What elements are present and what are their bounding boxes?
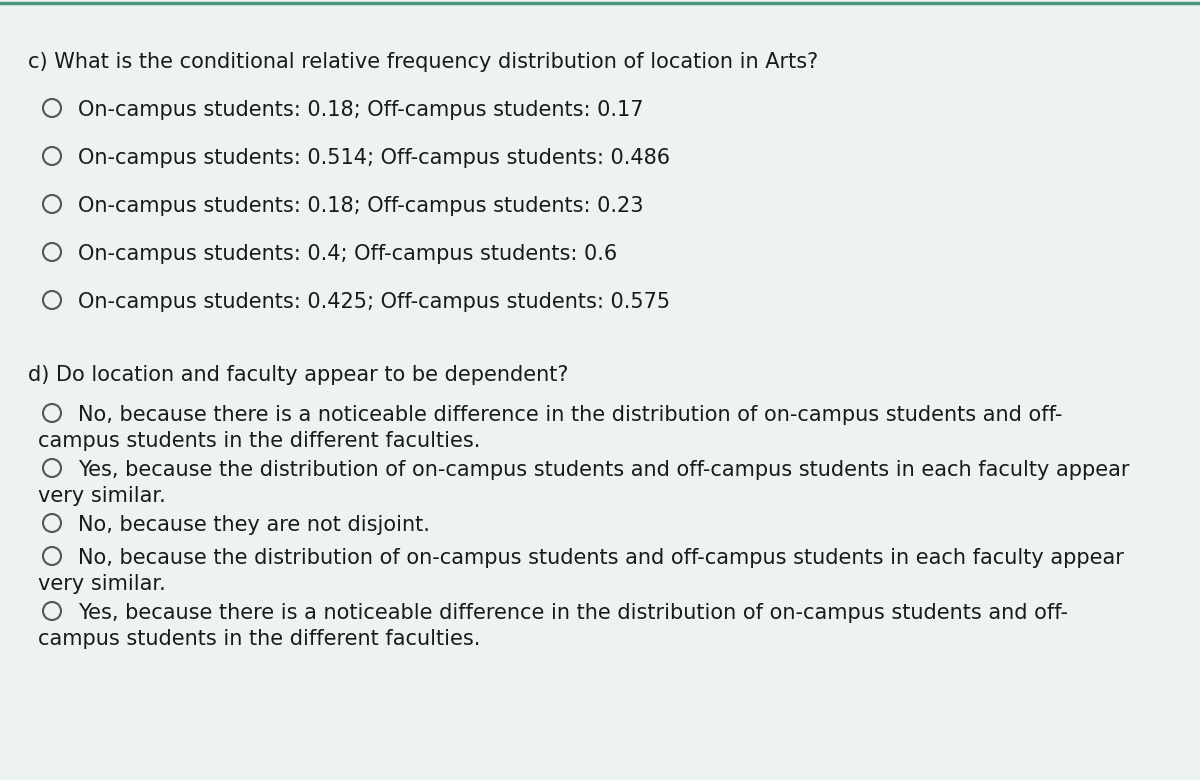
- Text: On-campus students: 0.4; Off-campus students: 0.6: On-campus students: 0.4; Off-campus stud…: [78, 244, 617, 264]
- Text: On-campus students: 0.18; Off-campus students: 0.17: On-campus students: 0.18; Off-campus stu…: [78, 100, 643, 120]
- Text: On-campus students: 0.425; Off-campus students: 0.575: On-campus students: 0.425; Off-campus st…: [78, 292, 670, 312]
- Text: No, because the distribution of on-campus students and off-campus students in ea: No, because the distribution of on-campu…: [78, 548, 1124, 568]
- Text: On-campus students: 0.514; Off-campus students: 0.486: On-campus students: 0.514; Off-campus st…: [78, 148, 670, 168]
- Text: On-campus students: 0.18; Off-campus students: 0.23: On-campus students: 0.18; Off-campus stu…: [78, 196, 643, 216]
- Text: d) Do location and faculty appear to be dependent?: d) Do location and faculty appear to be …: [28, 365, 569, 385]
- Text: c) What is the conditional relative frequency distribution of location in Arts?: c) What is the conditional relative freq…: [28, 52, 818, 72]
- Text: campus students in the different faculties.: campus students in the different faculti…: [38, 629, 480, 649]
- Text: Yes, because the distribution of on-campus students and off-campus students in e: Yes, because the distribution of on-camp…: [78, 460, 1129, 480]
- Text: Yes, because there is a noticeable difference in the distribution of on-campus s: Yes, because there is a noticeable diffe…: [78, 603, 1068, 623]
- Text: No, because they are not disjoint.: No, because they are not disjoint.: [78, 515, 430, 535]
- Text: No, because there is a noticeable difference in the distribution of on-campus st: No, because there is a noticeable differ…: [78, 405, 1062, 425]
- Text: very similar.: very similar.: [38, 574, 166, 594]
- Text: campus students in the different faculties.: campus students in the different faculti…: [38, 431, 480, 451]
- Text: very similar.: very similar.: [38, 486, 166, 506]
